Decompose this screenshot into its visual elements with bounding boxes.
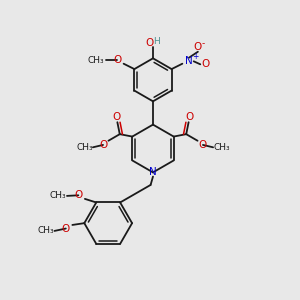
Text: O: O [112, 112, 121, 122]
Text: CH₃: CH₃ [76, 143, 93, 152]
Text: +: + [192, 52, 199, 61]
Text: N: N [149, 167, 157, 177]
Text: CH₃: CH₃ [88, 56, 104, 64]
Text: O: O [199, 140, 207, 150]
Text: O: O [194, 42, 202, 52]
Text: O: O [74, 190, 82, 200]
Text: CH₃: CH₃ [213, 143, 230, 152]
Text: O: O [202, 59, 210, 69]
Text: -: - [202, 39, 205, 48]
Text: O: O [145, 38, 153, 48]
Text: O: O [113, 55, 122, 65]
Text: O: O [99, 140, 107, 150]
Text: CH₃: CH₃ [37, 226, 54, 236]
Text: CH₃: CH₃ [50, 191, 66, 200]
Text: O: O [185, 112, 193, 122]
Text: H: H [154, 37, 160, 46]
Text: O: O [62, 224, 70, 233]
Text: N: N [185, 56, 193, 66]
